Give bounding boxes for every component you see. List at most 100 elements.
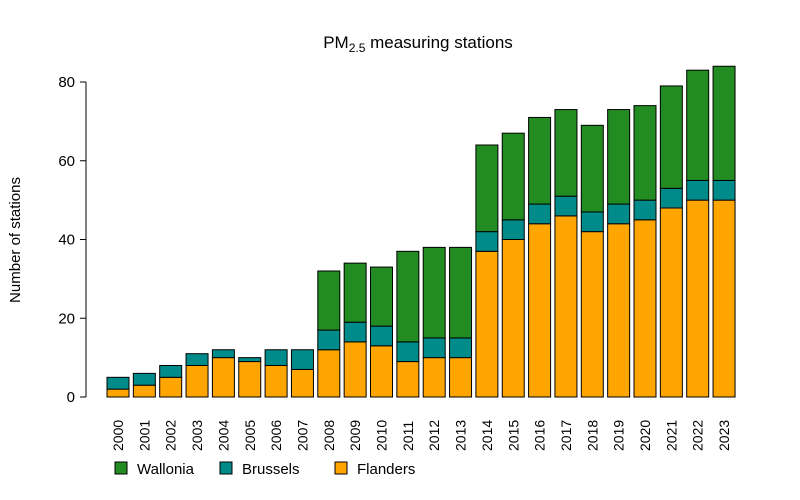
bar-brussels-2006 (264, 349, 288, 366)
x-tick-label: 2004 (215, 420, 231, 451)
x-tick-label: 2015 (505, 420, 521, 451)
legend-label-flanders: Flanders (357, 461, 415, 478)
bar-flanders-2010 (370, 345, 393, 398)
bar-flanders-2000 (106, 388, 130, 398)
bar-wallonia-2015 (501, 132, 525, 221)
bar-brussels-2001 (132, 372, 156, 386)
bar-brussels-2017 (554, 195, 578, 217)
bar-wallonia-2021 (659, 85, 683, 189)
bar-flanders-2008 (317, 349, 341, 398)
x-tick-label: 2000 (110, 420, 126, 451)
x-tick-label: 2001 (136, 420, 152, 451)
bar-flanders-2007 (290, 368, 314, 398)
bar-flanders-2021 (659, 207, 683, 398)
bar-wallonia-2014 (475, 144, 499, 233)
bar-brussels-2012 (422, 337, 446, 359)
bar-brussels-2014 (475, 231, 499, 252)
bar-flanders-2004 (211, 357, 235, 398)
x-tick-label: 2021 (663, 420, 679, 451)
x-tick-label: 2012 (426, 420, 442, 451)
bar-wallonia-2013 (449, 246, 473, 339)
bar-wallonia-2011 (396, 250, 420, 343)
bar-flanders-2020 (633, 219, 657, 398)
bar-brussels-2020 (633, 199, 657, 221)
bar-wallonia-2023 (712, 65, 736, 181)
bar-wallonia-2012 (422, 246, 446, 339)
legend-label-wallonia: Wallonia (137, 461, 195, 478)
x-tick-label: 2010 (374, 420, 390, 451)
legend-label-brussels: Brussels (242, 461, 300, 478)
bar-flanders-2014 (475, 250, 499, 398)
bar-flanders-2015 (501, 239, 525, 398)
y-tick-label: 80 (58, 74, 75, 91)
x-tick-label: 2002 (163, 420, 179, 451)
x-tick-label: 2014 (479, 420, 495, 451)
y-tick-label: 40 (58, 232, 75, 249)
bar-flanders-2003 (185, 365, 209, 398)
x-tick-label: 2003 (189, 420, 205, 451)
bar-brussels-2015 (501, 219, 525, 240)
x-tick-label: 2017 (558, 420, 574, 451)
x-tick-label: 2022 (690, 420, 706, 451)
y-tick-label: 60 (58, 153, 75, 170)
bar-flanders-2018 (580, 231, 604, 398)
bar-brussels-2019 (607, 203, 631, 225)
x-tick-label: 2006 (268, 420, 284, 451)
bar-flanders-2019 (607, 223, 631, 398)
bar-brussels-2021 (659, 187, 683, 209)
y-axis: 0 20 40 60 80 (58, 74, 87, 406)
x-tick-label: 2009 (347, 420, 363, 451)
bar-wallonia-2020 (633, 105, 657, 201)
bar-brussels-2008 (317, 329, 341, 351)
y-tick-label: 0 (67, 389, 75, 406)
x-tick-label: 2019 (611, 420, 627, 451)
bar-brussels-2022 (686, 179, 710, 201)
bar-brussels-2011 (396, 341, 420, 363)
bar-flanders-2012 (422, 357, 446, 398)
x-tick-label: 2005 (242, 420, 258, 451)
y-tick-label: 20 (58, 310, 75, 327)
x-tick-label: 2023 (716, 420, 732, 451)
bar-flanders-2001 (132, 384, 156, 398)
bar-brussels-2018 (580, 211, 604, 233)
x-axis: 2000 2001 2002 2003 2004 2005 2006 2007 2008 2009… (110, 420, 732, 451)
bar-wallonia-2010 (370, 266, 393, 327)
bar-brussels-2004 (211, 349, 235, 359)
bar-brussels-2000 (106, 376, 130, 390)
bar-brussels-2007 (290, 349, 314, 370)
bar-brussels-2009 (343, 321, 367, 343)
bar-flanders-2006 (264, 365, 288, 398)
bar-flanders-2016 (528, 223, 552, 398)
bar-flanders-2009 (343, 341, 367, 398)
bars (106, 65, 736, 398)
bar-brussels-2013 (449, 337, 473, 359)
legend-swatch-brussels (219, 461, 233, 475)
x-tick-label: 2016 (532, 420, 548, 451)
bar-brussels-2005 (238, 357, 262, 363)
x-tick-label: 2013 (453, 420, 469, 451)
bar-wallonia-2022 (686, 69, 710, 181)
x-tick-label: 2008 (321, 420, 337, 451)
legend-swatch-flanders (334, 461, 348, 475)
x-tick-label: 2007 (294, 420, 310, 451)
bar-brussels-2002 (159, 365, 183, 378)
bar-flanders-2002 (159, 376, 183, 398)
bar-brussels-2016 (528, 203, 552, 225)
bar-brussels-2010 (370, 325, 393, 347)
bar-wallonia-2018 (580, 124, 604, 213)
legend-swatch-wallonia (114, 461, 128, 475)
bar-flanders-2017 (554, 215, 578, 398)
bar-wallonia-2017 (554, 109, 578, 197)
bar-brussels-2003 (185, 353, 209, 366)
bar-flanders-2022 (686, 199, 710, 398)
bar-flanders-2023 (712, 199, 736, 398)
bar-wallonia-2019 (607, 109, 631, 205)
chart-title: PM2.5 measuring stations (323, 33, 513, 55)
legend: Wallonia Brussels Flanders (114, 461, 415, 478)
x-tick-label: 2011 (400, 421, 416, 451)
bar-flanders-2005 (238, 361, 262, 398)
bar-wallonia-2009 (343, 262, 367, 323)
bar-flanders-2011 (396, 361, 420, 398)
bar-wallonia-2016 (528, 116, 552, 205)
